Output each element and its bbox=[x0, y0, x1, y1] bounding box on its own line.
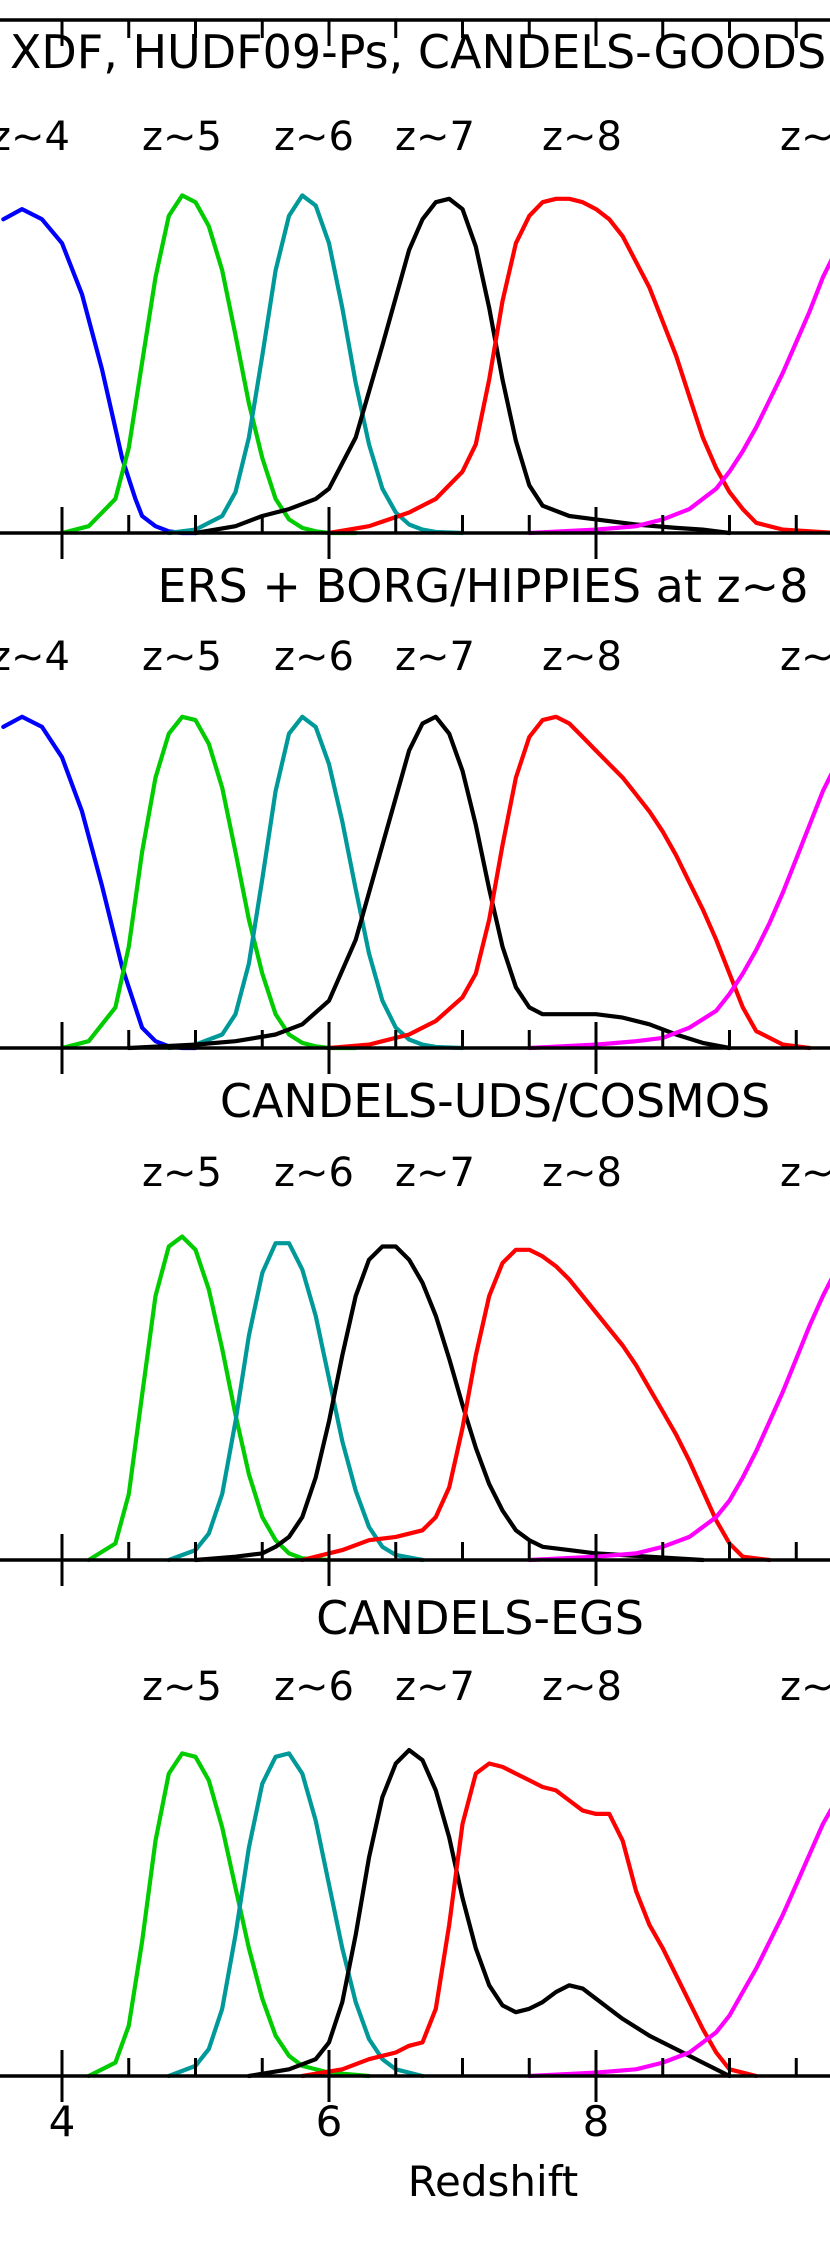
series-label: z~9 bbox=[780, 1150, 830, 1196]
panel-4: CANDELS-EGS z~5 z~6 z~7 z~8 z~9 bbox=[0, 1591, 830, 2102]
series-line bbox=[527, 1277, 830, 1563]
series-line bbox=[527, 1807, 830, 2079]
series-line bbox=[1, 207, 198, 536]
series-line bbox=[59, 714, 358, 1051]
series-line bbox=[59, 193, 358, 536]
series-label: z~5 bbox=[142, 1150, 222, 1196]
series-line bbox=[326, 196, 830, 536]
series-line bbox=[166, 193, 465, 536]
x-tick-label: 4 bbox=[49, 2097, 76, 2146]
panel-1: XDF, HUDF09-Ps, CANDELS-GOODS z~4 z~5 z~6 z~… bbox=[0, 25, 830, 559]
panel-title: CANDELS-UDS/COSMOS bbox=[220, 1074, 770, 1128]
panel-title: CANDELS-EGS bbox=[316, 1591, 644, 1645]
series-label: z~8 bbox=[542, 114, 622, 160]
x-axis-title: Redshift bbox=[408, 2157, 578, 2206]
series-line bbox=[300, 1761, 759, 2079]
series-line bbox=[326, 714, 812, 1051]
panels-group: XDF, HUDF09-Ps, CANDELS-GOODS z~4 z~5 z~6 z~… bbox=[0, 25, 830, 2102]
series-line bbox=[193, 196, 732, 536]
series-line bbox=[246, 1747, 732, 2079]
panel-title: ERS + BORG/HIPPIES at z~8 bbox=[158, 559, 809, 613]
series-label: z~8 bbox=[542, 1664, 622, 1710]
series-label: z~6 bbox=[274, 1664, 354, 1710]
series-label: z~7 bbox=[395, 634, 475, 680]
series-line bbox=[126, 714, 732, 1051]
series-label: z~7 bbox=[395, 1664, 475, 1710]
panel-title: XDF, HUDF09-Ps, CANDELS-GOODS bbox=[10, 25, 826, 79]
series-label: z~7 bbox=[395, 114, 475, 160]
series-line bbox=[86, 1751, 372, 2079]
series-label: z~8 bbox=[542, 1150, 622, 1196]
series-label: z~5 bbox=[142, 634, 222, 680]
series-label: z~5 bbox=[142, 114, 222, 160]
series-label: z~7 bbox=[395, 1150, 475, 1196]
series-line bbox=[527, 772, 830, 1051]
series-line bbox=[86, 1234, 332, 1563]
series-line bbox=[527, 258, 830, 536]
series-label: z~6 bbox=[274, 1150, 354, 1196]
series-label: z~8 bbox=[542, 634, 622, 680]
series-label: z~4 bbox=[0, 634, 70, 680]
series-line bbox=[193, 1244, 705, 1563]
series-line bbox=[166, 1241, 425, 1563]
series-label: z~9 bbox=[780, 634, 830, 680]
series-label: z~6 bbox=[274, 634, 354, 680]
series-label: z~9 bbox=[780, 1664, 830, 1710]
series-line bbox=[166, 1751, 425, 2079]
series-label: z~6 bbox=[274, 114, 354, 160]
series-label: z~5 bbox=[142, 1664, 222, 1710]
series-line bbox=[1, 714, 198, 1051]
series-line bbox=[300, 1247, 772, 1563]
panel-3: CANDELS-UDS/COSMOS z~5 z~6 z~7 z~8 z~9 bbox=[0, 1074, 830, 1586]
series-label: z~4 bbox=[0, 114, 70, 160]
panel-2: ERS + BORG/HIPPIES at z~8 z~4 z~5 z~6 z~7 z~8… bbox=[0, 559, 830, 1074]
series-label: z~9 bbox=[780, 114, 830, 160]
x-tick-label: 6 bbox=[316, 2097, 343, 2146]
series-line bbox=[166, 714, 465, 1051]
x-tick-label: 8 bbox=[583, 2097, 610, 2146]
